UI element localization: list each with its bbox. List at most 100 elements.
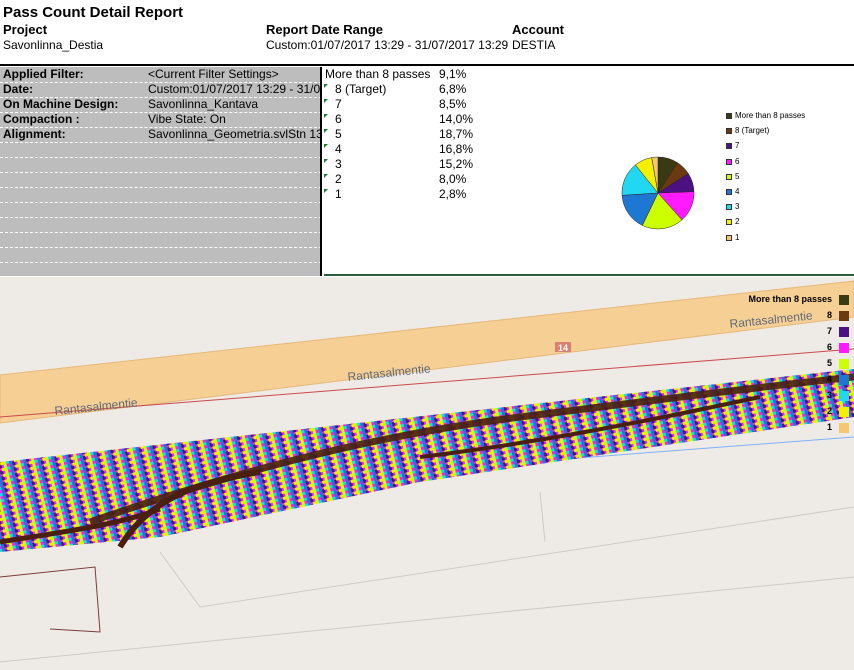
map-legend-item: 8 bbox=[734, 310, 854, 326]
map-legend-label: 6 bbox=[826, 342, 832, 352]
map-legend-item: 4 bbox=[734, 374, 854, 390]
filter-key: Applied Filter: bbox=[3, 67, 84, 81]
row-indicator-icon bbox=[324, 159, 328, 163]
coverage-area bbox=[0, 369, 854, 552]
filter-row-empty bbox=[0, 247, 320, 263]
legend-label: 1 bbox=[735, 232, 740, 242]
pass-count-row: 1 2,8% bbox=[324, 187, 624, 202]
pass-count-row: 8 (Target) 6,8% bbox=[324, 82, 624, 97]
filter-row-empty bbox=[0, 157, 320, 173]
filter-row-empty bbox=[0, 232, 320, 248]
map-legend-item: 7 bbox=[734, 326, 854, 342]
filter-row-design: On Machine Design: Savonlinna_Kantava bbox=[0, 97, 320, 113]
map-legend-swatch bbox=[839, 359, 849, 369]
pass-count-percent: 8,5% bbox=[439, 97, 467, 111]
map-legend-swatch bbox=[839, 407, 849, 417]
legend-label: 8 (Target) bbox=[735, 126, 770, 136]
map-legend-label: More than 8 passes bbox=[748, 294, 832, 304]
account-value: DESTIA bbox=[512, 38, 556, 52]
row-indicator-icon bbox=[324, 114, 328, 118]
legend-swatch bbox=[726, 128, 732, 135]
map-canvas[interactable]: Rantasalmentie Rantasalmentie Rantasalme… bbox=[0, 277, 854, 670]
legend-swatch bbox=[726, 173, 732, 180]
filter-row-empty bbox=[0, 187, 320, 203]
filter-value: <Current Filter Settings> bbox=[148, 67, 279, 81]
pass-count-percent: 6,8% bbox=[439, 82, 467, 96]
map-legend-label: 1 bbox=[826, 422, 832, 432]
row-indicator-icon bbox=[324, 174, 328, 178]
pass-count-percent: 18,7% bbox=[439, 127, 474, 141]
legend-label: 5 bbox=[735, 171, 740, 181]
pass-track bbox=[419, 395, 761, 459]
street-outline bbox=[159, 506, 854, 608]
pass-count-row: More than 8 passes 9,1% bbox=[324, 67, 624, 82]
filter-row-empty bbox=[0, 172, 320, 188]
row-indicator-icon bbox=[324, 144, 328, 148]
pass-track bbox=[117, 469, 261, 549]
pass-count-summary: More than 8 passes 9,1% 8 (Target) 6,8% 7 8,5… bbox=[324, 67, 854, 276]
filter-row-empty bbox=[0, 202, 320, 218]
project-label: Project bbox=[3, 22, 48, 37]
row-indicator-icon bbox=[324, 129, 328, 133]
pass-count-percent: 2,8% bbox=[439, 187, 467, 201]
map-legend-label: 7 bbox=[826, 326, 832, 336]
pass-count-pie-chart bbox=[621, 156, 695, 230]
map-legend-item: 2 bbox=[734, 406, 854, 422]
filter-key: Alignment: bbox=[3, 127, 66, 141]
project-block: Project Savonlinna_Destia bbox=[3, 22, 103, 52]
street-outline bbox=[539, 491, 546, 543]
pass-count-row: 5 18,7% bbox=[324, 127, 624, 142]
pass-count-percent: 15,2% bbox=[439, 157, 474, 171]
legend-label: 6 bbox=[735, 156, 740, 166]
pie-slice bbox=[651, 156, 659, 194]
coverage-map[interactable]: Rantasalmentie Rantasalmentie Rantasalme… bbox=[0, 277, 854, 670]
legend-label: 7 bbox=[735, 141, 740, 151]
filter-row-date: Date: Custom:01/07/2017 13:29 - 31/07/20… bbox=[0, 82, 321, 98]
legend-swatch bbox=[726, 188, 732, 195]
map-legend-label: 4 bbox=[826, 374, 832, 384]
row-indicator-icon bbox=[324, 189, 328, 193]
legend-swatch bbox=[726, 219, 732, 226]
filter-key: Compaction : bbox=[3, 112, 80, 126]
filter-row-empty bbox=[0, 142, 320, 158]
filter-row-empty bbox=[0, 217, 320, 233]
pass-count-row: 3 15,2% bbox=[324, 157, 624, 172]
report-header: Pass Count Detail Report Project Savonli… bbox=[0, 0, 854, 66]
pass-count-category: 4 bbox=[335, 142, 342, 156]
filter-key: On Machine Design: bbox=[3, 97, 119, 111]
legend-swatch bbox=[726, 158, 732, 165]
map-legend-item: More than 8 passes bbox=[734, 294, 854, 310]
legend-label: More than 8 passes bbox=[735, 111, 806, 120]
legend-label: 4 bbox=[735, 186, 740, 196]
map-legend-item: 1 bbox=[734, 422, 854, 438]
map-legend-swatch bbox=[839, 311, 849, 321]
pass-count-category: 3 bbox=[335, 157, 342, 171]
map-legend-swatch bbox=[839, 343, 849, 353]
map-legend-label: 8 bbox=[826, 310, 832, 320]
map-legend-swatch bbox=[839, 375, 849, 385]
map-legend-swatch bbox=[839, 327, 849, 337]
date-range-label: Report Date Range bbox=[266, 22, 384, 37]
filter-value: Savonlinna_Geometria.svlStn 13,0 bbox=[148, 127, 322, 141]
map-legend-item: 6 bbox=[734, 342, 854, 358]
legend-label: 3 bbox=[735, 202, 740, 212]
road-rantasalmentie bbox=[0, 280, 854, 424]
map-legend-label: 3 bbox=[826, 390, 832, 400]
filter-value: Savonlinna_Kantava bbox=[148, 97, 259, 111]
project-value: Savonlinna_Destia bbox=[3, 38, 104, 52]
pass-count-row: 7 8,5% bbox=[324, 97, 624, 112]
filter-panel: Applied Filter: <Current Filter Settings… bbox=[0, 67, 322, 276]
account-label: Account bbox=[512, 22, 564, 37]
filter-row-alignment: Alignment: Savonlinna_Geometria.svlStn 1… bbox=[0, 127, 322, 143]
map-legend-swatch bbox=[839, 423, 849, 433]
boundary-line bbox=[0, 348, 854, 418]
map-legend-item: 5 bbox=[734, 358, 854, 374]
pass-count-row: 4 16,8% bbox=[324, 142, 624, 157]
filter-value: Custom:01/07/2017 13:29 - 31/07/2017 13:… bbox=[148, 82, 321, 96]
pie-slice bbox=[642, 192, 683, 230]
account-block: Account DESTIA bbox=[512, 22, 564, 52]
report-title: Pass Count Detail Report bbox=[3, 4, 184, 21]
pass-count-percent: 14,0% bbox=[439, 112, 474, 126]
filter-value: Vibe State: On bbox=[148, 112, 226, 126]
row-indicator-icon bbox=[324, 84, 328, 88]
